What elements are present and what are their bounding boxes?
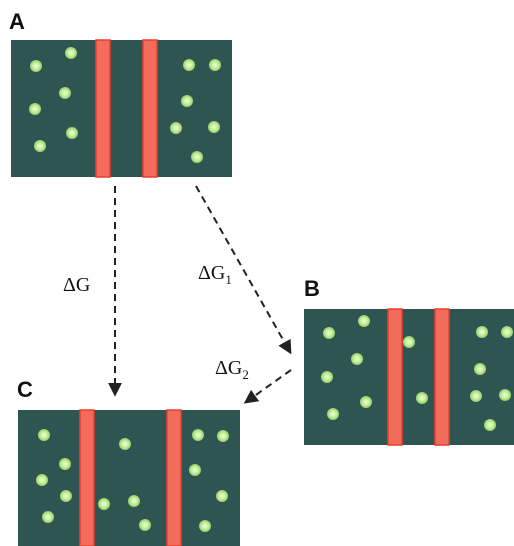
panel-b bbox=[304, 308, 514, 446]
membrane-c-left bbox=[79, 409, 95, 546]
arrow-a-to-b bbox=[195, 185, 292, 355]
delta-g1-subscript: 1 bbox=[225, 272, 232, 287]
membrane-b-right bbox=[434, 308, 450, 446]
membrane-b-left bbox=[387, 308, 403, 446]
delta-g-symbol: ΔG bbox=[63, 274, 91, 296]
panel-c bbox=[18, 409, 240, 546]
membrane-a-left bbox=[95, 39, 111, 178]
panel-c-label: C bbox=[17, 377, 33, 402]
panel-a-label: A bbox=[9, 9, 25, 34]
delta-g-label: ΔG bbox=[63, 274, 90, 300]
particles-c bbox=[36, 429, 229, 532]
arrow-b-to-c bbox=[243, 369, 292, 404]
membrane-c-right bbox=[166, 409, 182, 546]
delta-g1-symbol: ΔG bbox=[198, 262, 226, 284]
delta-g2-label: ΔG2 bbox=[215, 357, 249, 383]
delta-g2-subscript: 2 bbox=[242, 367, 249, 382]
membrane-a-right bbox=[142, 39, 158, 178]
particles-a bbox=[29, 47, 221, 163]
panel-b-label: B bbox=[304, 276, 320, 301]
panel-a bbox=[11, 39, 232, 178]
delta-g2-symbol: ΔG bbox=[215, 357, 243, 379]
particles-b bbox=[321, 315, 513, 431]
delta-g1-label: ΔG1 bbox=[198, 262, 232, 288]
